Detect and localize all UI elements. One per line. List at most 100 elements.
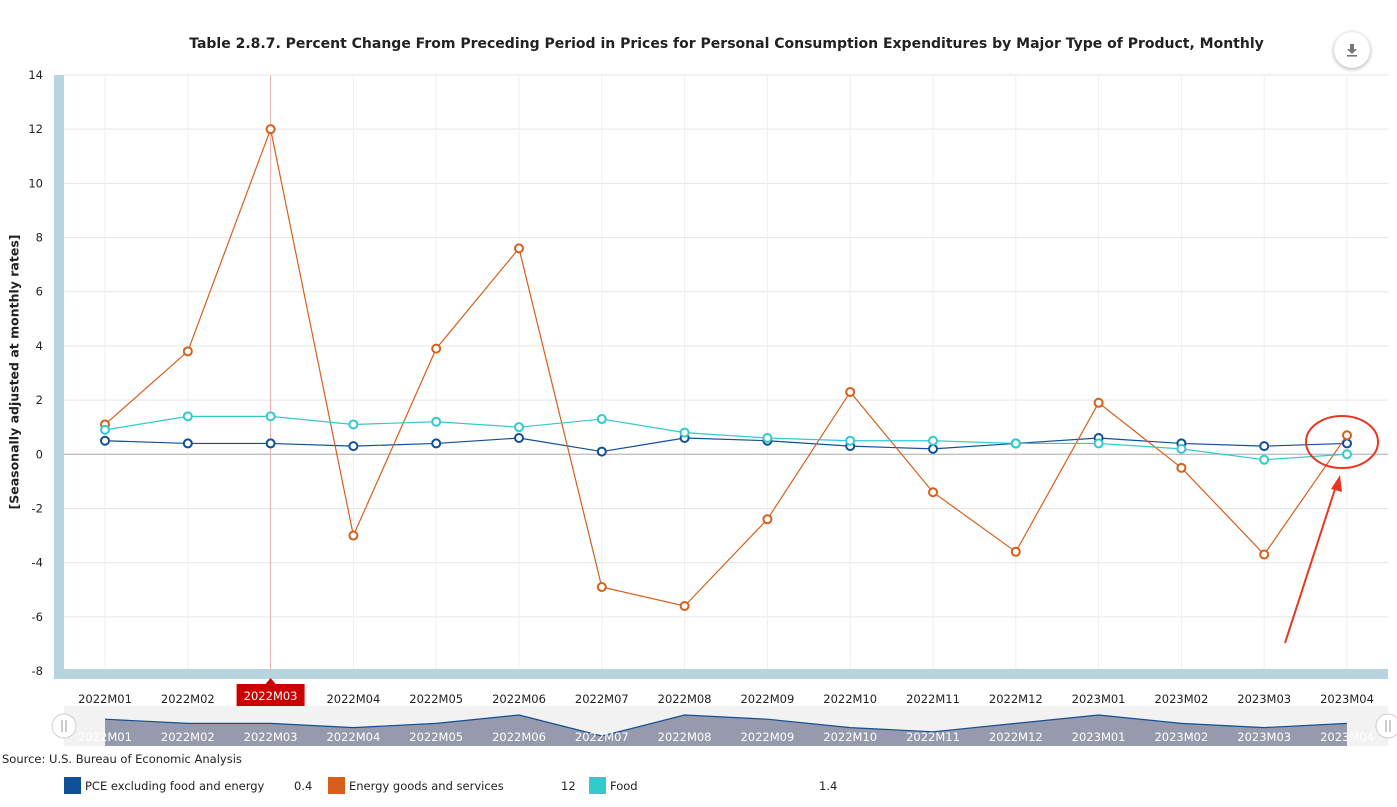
annotation-arrow: [1284, 485, 1337, 644]
data-point[interactable]: [928, 443, 938, 454]
download-icon: [1347, 44, 1357, 57]
y-tick-label: 0: [36, 447, 43, 461]
data-point[interactable]: [265, 411, 276, 422]
series-markers-2: [100, 411, 1352, 465]
legend-swatch: [64, 777, 81, 794]
legend-value: 12: [561, 779, 576, 793]
navigator-handle-left[interactable]: [51, 713, 77, 739]
data-point[interactable]: [845, 386, 856, 397]
y-tick-label: 4: [36, 339, 43, 353]
x-tick-highlight: 2022M03: [236, 678, 305, 708]
navigator-labels: 2022M01 2022M02 2022M03 2022M04 2022M05 2022M…: [78, 730, 1374, 744]
x-tick-label: 2023M01: [1072, 692, 1126, 706]
data-point[interactable]: [514, 433, 524, 444]
x-tick-label: 2023M03: [1237, 692, 1291, 706]
x-tick-label: 2022M01: [78, 692, 132, 706]
y-tick-label: 12: [28, 122, 43, 136]
navigator-tick-label: 2023M03: [1237, 730, 1291, 744]
navigator-tick-label: 2022M05: [409, 730, 463, 744]
series-1: [104, 127, 1348, 607]
legend-label: PCE excluding food and energy: [85, 779, 265, 793]
series-line: [104, 127, 1348, 607]
x-tick-label: 2022M09: [740, 692, 794, 706]
y-tick-label: -2: [32, 501, 43, 515]
data-point[interactable]: [100, 424, 110, 435]
data-point[interactable]: [928, 435, 938, 446]
data-point[interactable]: [596, 582, 607, 593]
data-point[interactable]: [265, 124, 276, 135]
data-point[interactable]: [1176, 462, 1187, 473]
y-tick-label: 2: [36, 393, 43, 407]
data-point[interactable]: [928, 487, 938, 498]
navigator-tick-label: 2023M01: [1072, 730, 1126, 744]
data-point[interactable]: [679, 427, 690, 438]
data-point[interactable]: [182, 346, 193, 357]
y-tick-label: -8: [32, 664, 43, 678]
series-2: [104, 415, 1348, 461]
download-button[interactable]: [1334, 32, 1370, 68]
data-point[interactable]: [762, 514, 773, 525]
x-tick-label: 2022M02: [161, 692, 215, 706]
navigator-area: [105, 715, 1347, 746]
data-point[interactable]: [1259, 454, 1270, 465]
navigator-tick-label: 2022M09: [740, 730, 794, 744]
data-point[interactable]: [1010, 438, 1021, 449]
data-point[interactable]: [596, 446, 607, 457]
data-point[interactable]: [348, 419, 359, 430]
x-tick-label: 2022M04: [326, 692, 380, 706]
highlight-label-box: [236, 684, 305, 708]
annotation: [1284, 415, 1379, 644]
source-note: Source: U.S. Bureau of Economic Analysis: [2, 752, 242, 766]
highlight-label-pointer: [265, 678, 276, 684]
range-navigator[interactable]: 2022M01 2022M02 2022M03 2022M04 2022M05 2022M…: [0, 700, 1397, 748]
data-point[interactable]: [100, 435, 110, 446]
y-tick-label: 10: [28, 176, 43, 190]
legend-label: Food: [610, 779, 638, 793]
data-point[interactable]: [1342, 449, 1352, 460]
data-point[interactable]: [762, 433, 773, 444]
data-point[interactable]: [265, 438, 276, 449]
navigator-handle-right[interactable]: [1375, 713, 1397, 739]
x-tick-label: 2023M04: [1320, 692, 1374, 706]
data-point[interactable]: [1259, 549, 1270, 560]
data-point[interactable]: [182, 411, 193, 422]
series-markers-1: [100, 124, 1352, 611]
data-point[interactable]: [1093, 438, 1104, 449]
data-point[interactable]: [431, 438, 442, 449]
data-point[interactable]: [1342, 438, 1352, 449]
navigator-series: [104, 714, 1348, 746]
navigator-tick-label: 2022M08: [658, 730, 712, 744]
data-point[interactable]: [348, 441, 359, 452]
y-tick-label: -4: [32, 556, 43, 570]
data-point[interactable]: [182, 438, 193, 449]
y-tick-label: 6: [36, 285, 43, 299]
data-point[interactable]: [679, 600, 690, 611]
x-tick-label: 2022M10: [823, 692, 877, 706]
data-point[interactable]: [1259, 441, 1270, 452]
data-point[interactable]: [845, 435, 856, 446]
data-point[interactable]: [514, 243, 524, 254]
data-point[interactable]: [596, 414, 607, 425]
x-tick-label: 2022M11: [906, 692, 960, 706]
data-point[interactable]: [1176, 443, 1187, 454]
series-line: [104, 437, 1348, 453]
data-point[interactable]: [1342, 430, 1352, 441]
y-tick-label: 8: [36, 231, 43, 245]
series-line: [104, 415, 1348, 461]
data-point[interactable]: [514, 422, 524, 433]
annotation-circle: [1305, 415, 1379, 469]
legend-value: 0.4: [294, 779, 313, 793]
y-tick-label: 14: [28, 68, 43, 82]
x-tick-label: 2022M07: [575, 692, 629, 706]
grid-lines: [64, 74, 1388, 672]
data-point[interactable]: [348, 530, 359, 541]
navigator-tick-label: 2022M06: [492, 730, 546, 744]
data-point[interactable]: [431, 343, 442, 354]
data-point[interactable]: [431, 416, 442, 427]
navigator-tick-label: 2022M07: [575, 730, 629, 744]
legend-label: Energy goods and services: [349, 779, 504, 793]
data-point[interactable]: [1093, 397, 1104, 408]
x-tick-label: 2022M08: [658, 692, 712, 706]
data-point[interactable]: [1010, 546, 1021, 557]
